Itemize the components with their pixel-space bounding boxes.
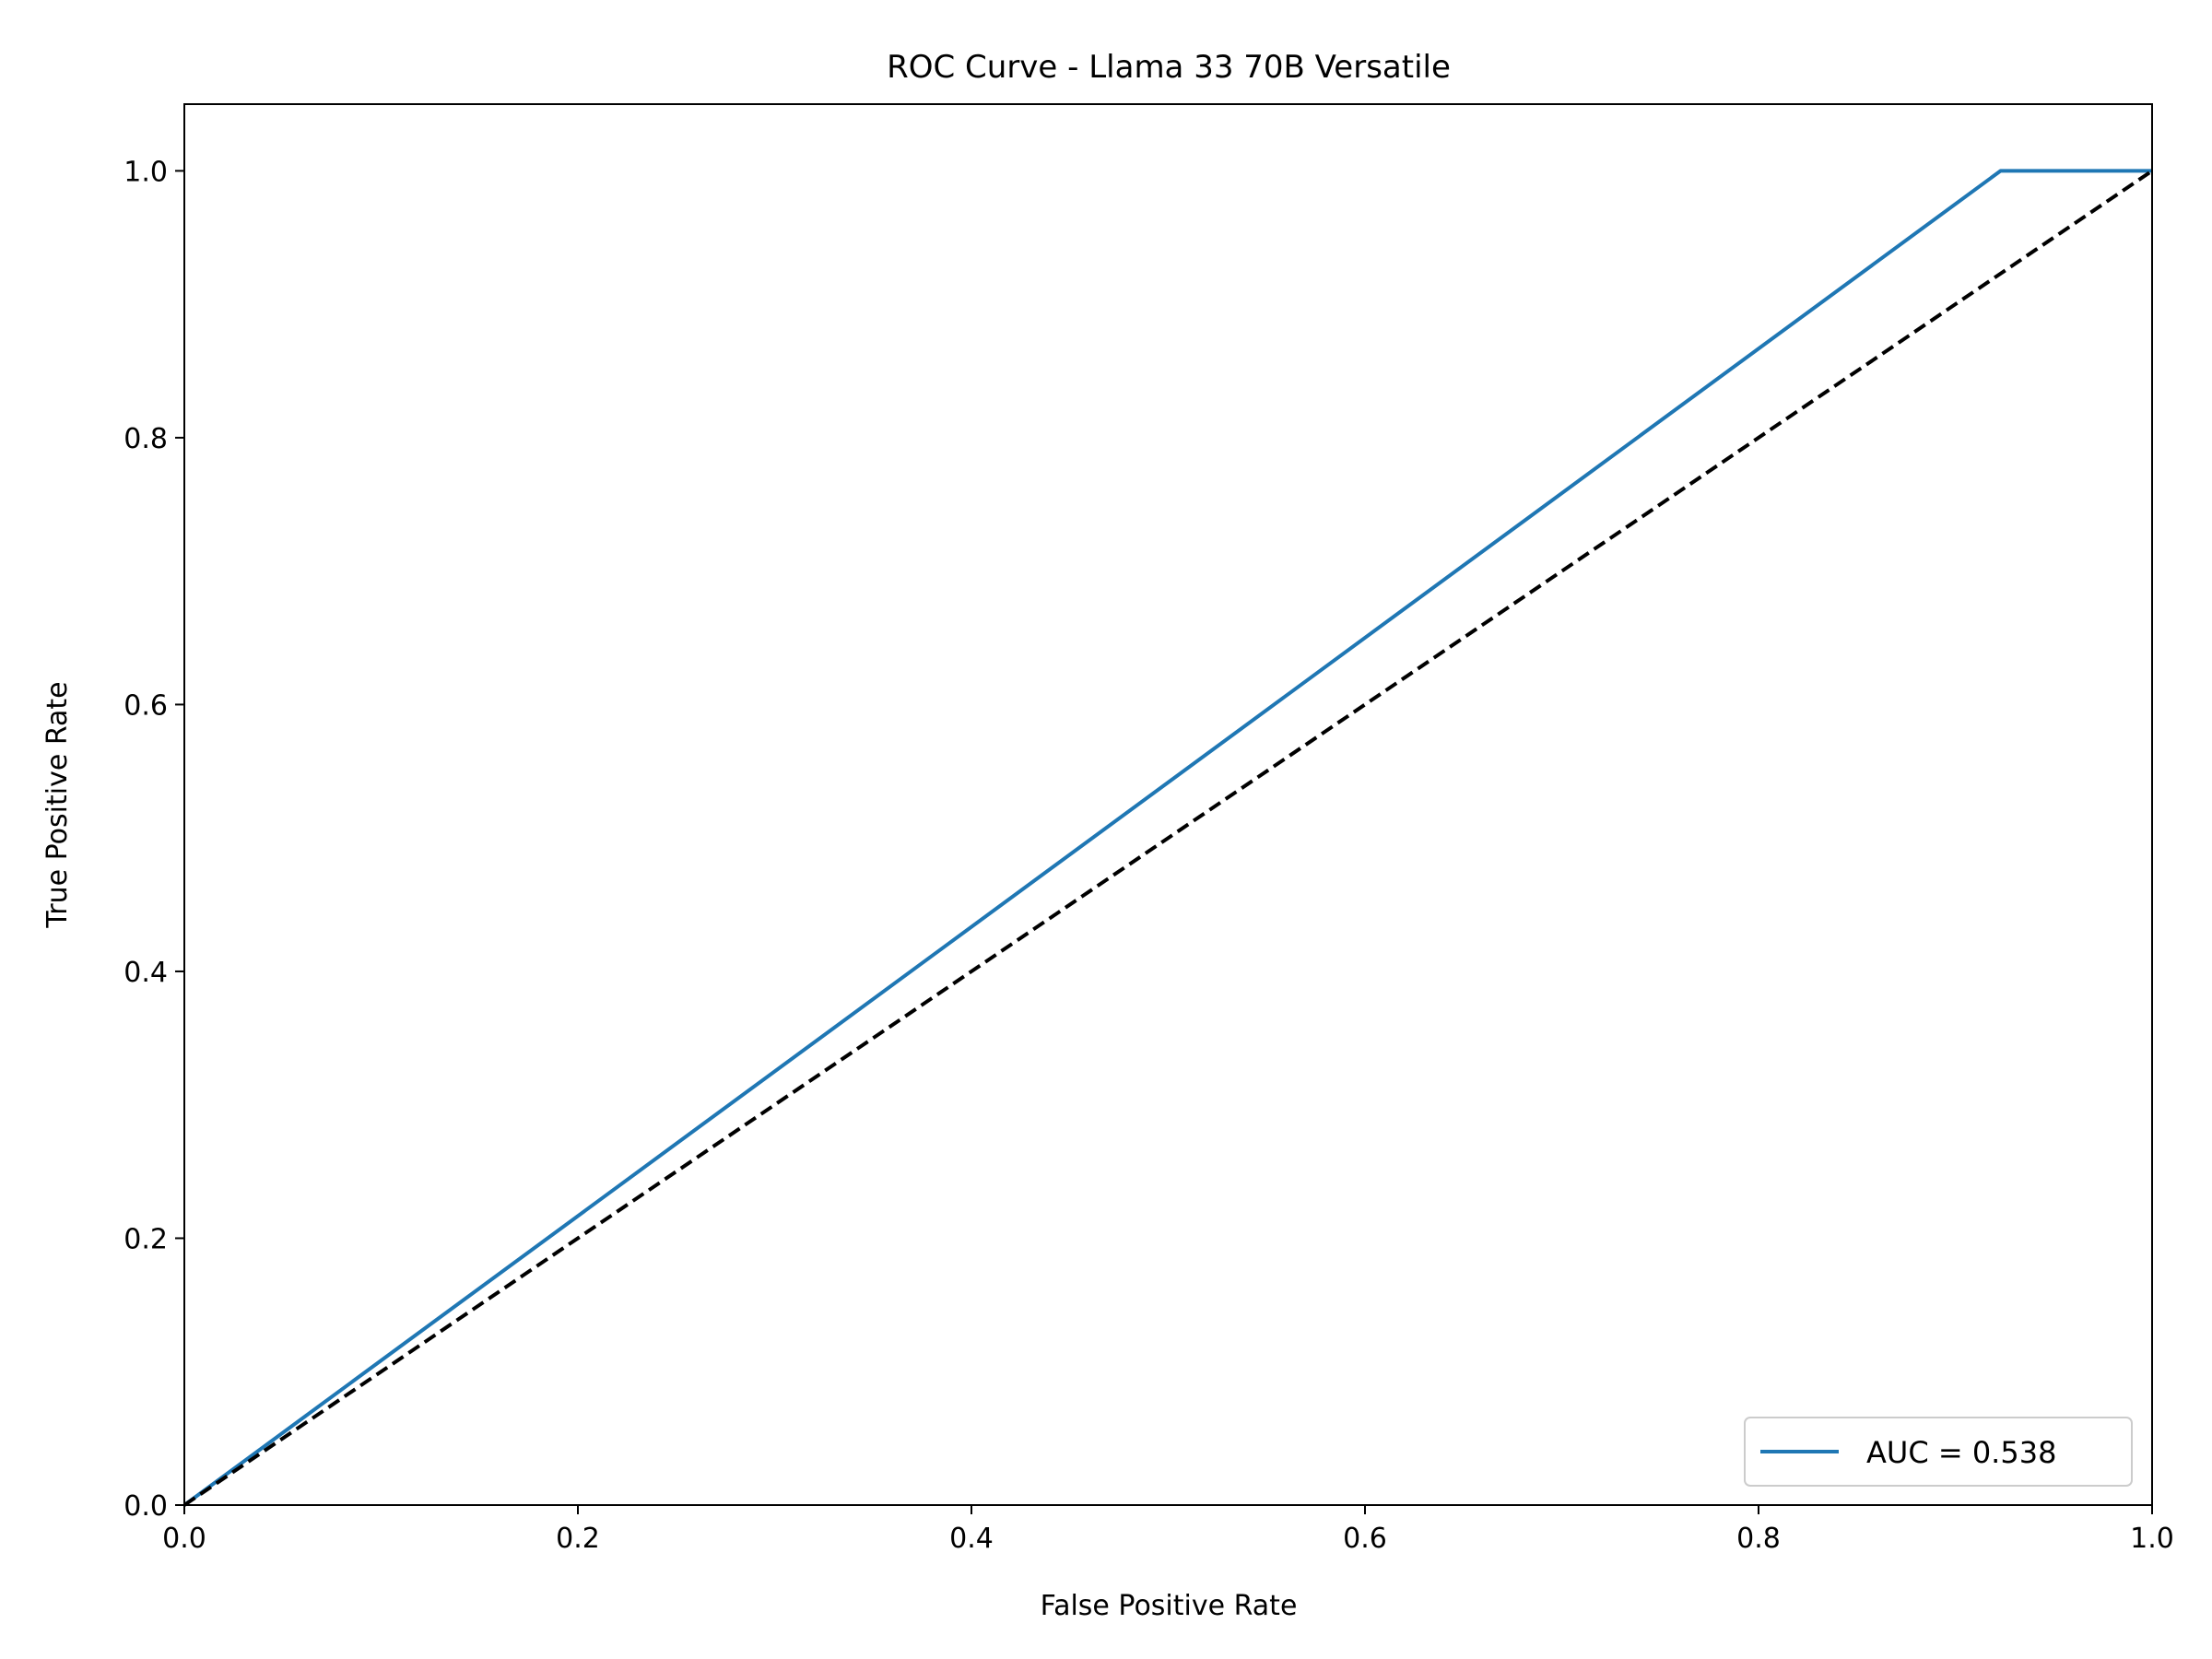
y-axis-ticks: 0.0 0.2 0.4 0.6 0.8 1.0 — [124, 156, 184, 1523]
x-tick-label: 1.0 — [2130, 1523, 2174, 1555]
roc-curve-line — [182, 169, 2152, 1507]
x-tick-label: 0.0 — [162, 1523, 206, 1555]
y-tick-label: 0.8 — [124, 423, 168, 455]
x-tick-label: 0.2 — [556, 1523, 600, 1555]
legend-box — [1744, 1417, 2133, 1487]
plot-frame — [183, 103, 2153, 1506]
x-axis-label: False Positive Rate — [1041, 1590, 1298, 1622]
legend: AUC = 0.538 — [1744, 1417, 2133, 1487]
y-tick-label: 0.0 — [124, 1490, 168, 1523]
legend-label: AUC = 0.538 — [1866, 1435, 2056, 1470]
x-axis-ticks: 0.0 0.2 0.4 0.6 0.8 1.0 — [162, 1505, 2174, 1555]
y-axis-label: True Positive Rate — [41, 681, 74, 928]
y-tick-label: 1.0 — [124, 156, 168, 188]
x-tick-label: 0.6 — [1343, 1523, 1387, 1555]
chart-title: ROC Curve - Llama 33 70B Versatile — [887, 49, 1451, 86]
plot-series — [182, 169, 2154, 1507]
chance-line — [182, 169, 2154, 1507]
x-tick-label: 0.8 — [1736, 1523, 1781, 1555]
y-tick-label: 0.2 — [124, 1223, 168, 1255]
y-tick-label: 0.4 — [124, 957, 168, 989]
x-tick-label: 0.4 — [949, 1523, 994, 1555]
y-tick-label: 0.6 — [124, 689, 168, 722]
